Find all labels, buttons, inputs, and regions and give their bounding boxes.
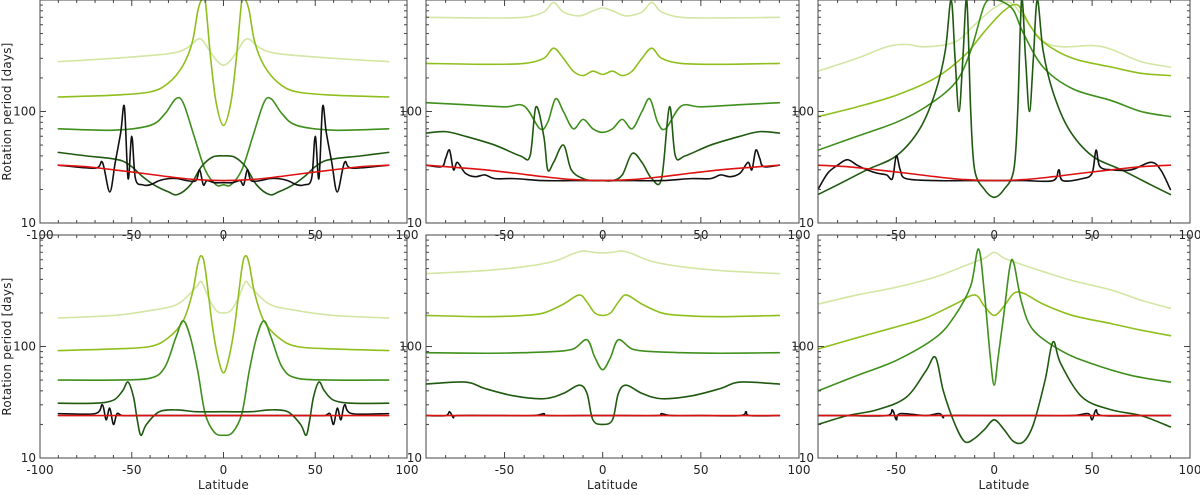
plot-frame [39, 234, 408, 459]
series-curve-6 [818, 164, 1172, 182]
y-tick-label: 100 [13, 105, 36, 119]
x-tick-label: 50 [1084, 463, 1099, 477]
series-curve-1 [426, 1, 781, 19]
x-tick-label: 100 [788, 463, 811, 477]
series-curve-5 [57, 403, 390, 426]
x-tick-label: -50 [122, 463, 142, 477]
series-curve-2 [57, 0, 390, 127]
series-group [818, 248, 1172, 445]
series-curve-3 [57, 96, 390, 187]
series-curve-5 [426, 410, 781, 419]
x-tick-label: 0 [990, 463, 998, 477]
y-tick-label: 100 [13, 340, 36, 354]
x-tick-label: 100 [1179, 463, 1200, 477]
series-curve-4 [57, 151, 390, 196]
series-group [57, 254, 390, 437]
series-curve-1 [57, 280, 390, 319]
series-curve-1 [57, 37, 390, 67]
y-axis-title: Rotation period [days] [0, 277, 14, 415]
y-tick-label: 100 [399, 105, 422, 119]
x-tick-label: 0 [220, 463, 228, 477]
series-curve-3 [426, 338, 781, 371]
y-tick-label: 100 [791, 105, 814, 119]
plot-frame [39, 0, 408, 224]
series-curve-3 [426, 97, 781, 134]
series-curve-5 [57, 104, 390, 193]
series-curve-4 [426, 105, 781, 186]
series-curve-6 [57, 164, 390, 182]
series-curve-1 [818, 251, 1172, 310]
x-axis-title: Latitude [979, 478, 1030, 492]
series-curve-2 [818, 291, 1172, 350]
x-axis-title: Latitude [198, 478, 249, 492]
series-group [426, 1, 781, 186]
series-group [426, 250, 781, 426]
series-curve-2 [818, 3, 1172, 118]
x-tick-label: 100 [396, 463, 419, 477]
series-curve-3 [818, 0, 1172, 151]
series-group [818, 0, 1172, 199]
series-curve-4 [818, 340, 1172, 445]
y-tick-label: 100 [399, 340, 422, 354]
y-tick-label: 100 [791, 340, 814, 354]
series-curve-3 [57, 320, 390, 437]
y-tick-label: 10 [407, 216, 422, 230]
series-curve-2 [426, 47, 781, 77]
series-curve-4 [818, 0, 1172, 199]
series-curve-4 [426, 381, 781, 426]
series-curve-3 [818, 248, 1172, 392]
y-axis-title: Rotation period [days] [0, 42, 14, 180]
series-curve-2 [426, 294, 781, 318]
y-tick-label: 10 [21, 216, 36, 230]
plot-frame [425, 0, 800, 224]
x-tick-label: -50 [887, 463, 907, 477]
series-group [57, 0, 390, 196]
x-tick-label: -100 [26, 463, 53, 477]
series-curve-6 [426, 164, 781, 182]
x-tick-label: 50 [693, 463, 708, 477]
x-tick-label: -50 [495, 463, 515, 477]
series-curve-1 [426, 250, 781, 275]
series-curve-4 [57, 381, 390, 437]
y-tick-label: 10 [21, 451, 36, 465]
plot-frame [425, 234, 800, 459]
series-curve-1 [818, 1, 1172, 72]
plot-frame [817, 234, 1191, 459]
series-curve-2 [57, 254, 390, 374]
series-curve-5 [426, 149, 781, 182]
y-tick-label: 10 [799, 451, 814, 465]
y-tick-label: 10 [799, 216, 814, 230]
y-tick-label: 10 [407, 451, 422, 465]
x-tick-label: 0 [599, 463, 607, 477]
x-tick-label: 50 [308, 463, 323, 477]
x-axis-title: Latitude [587, 478, 638, 492]
